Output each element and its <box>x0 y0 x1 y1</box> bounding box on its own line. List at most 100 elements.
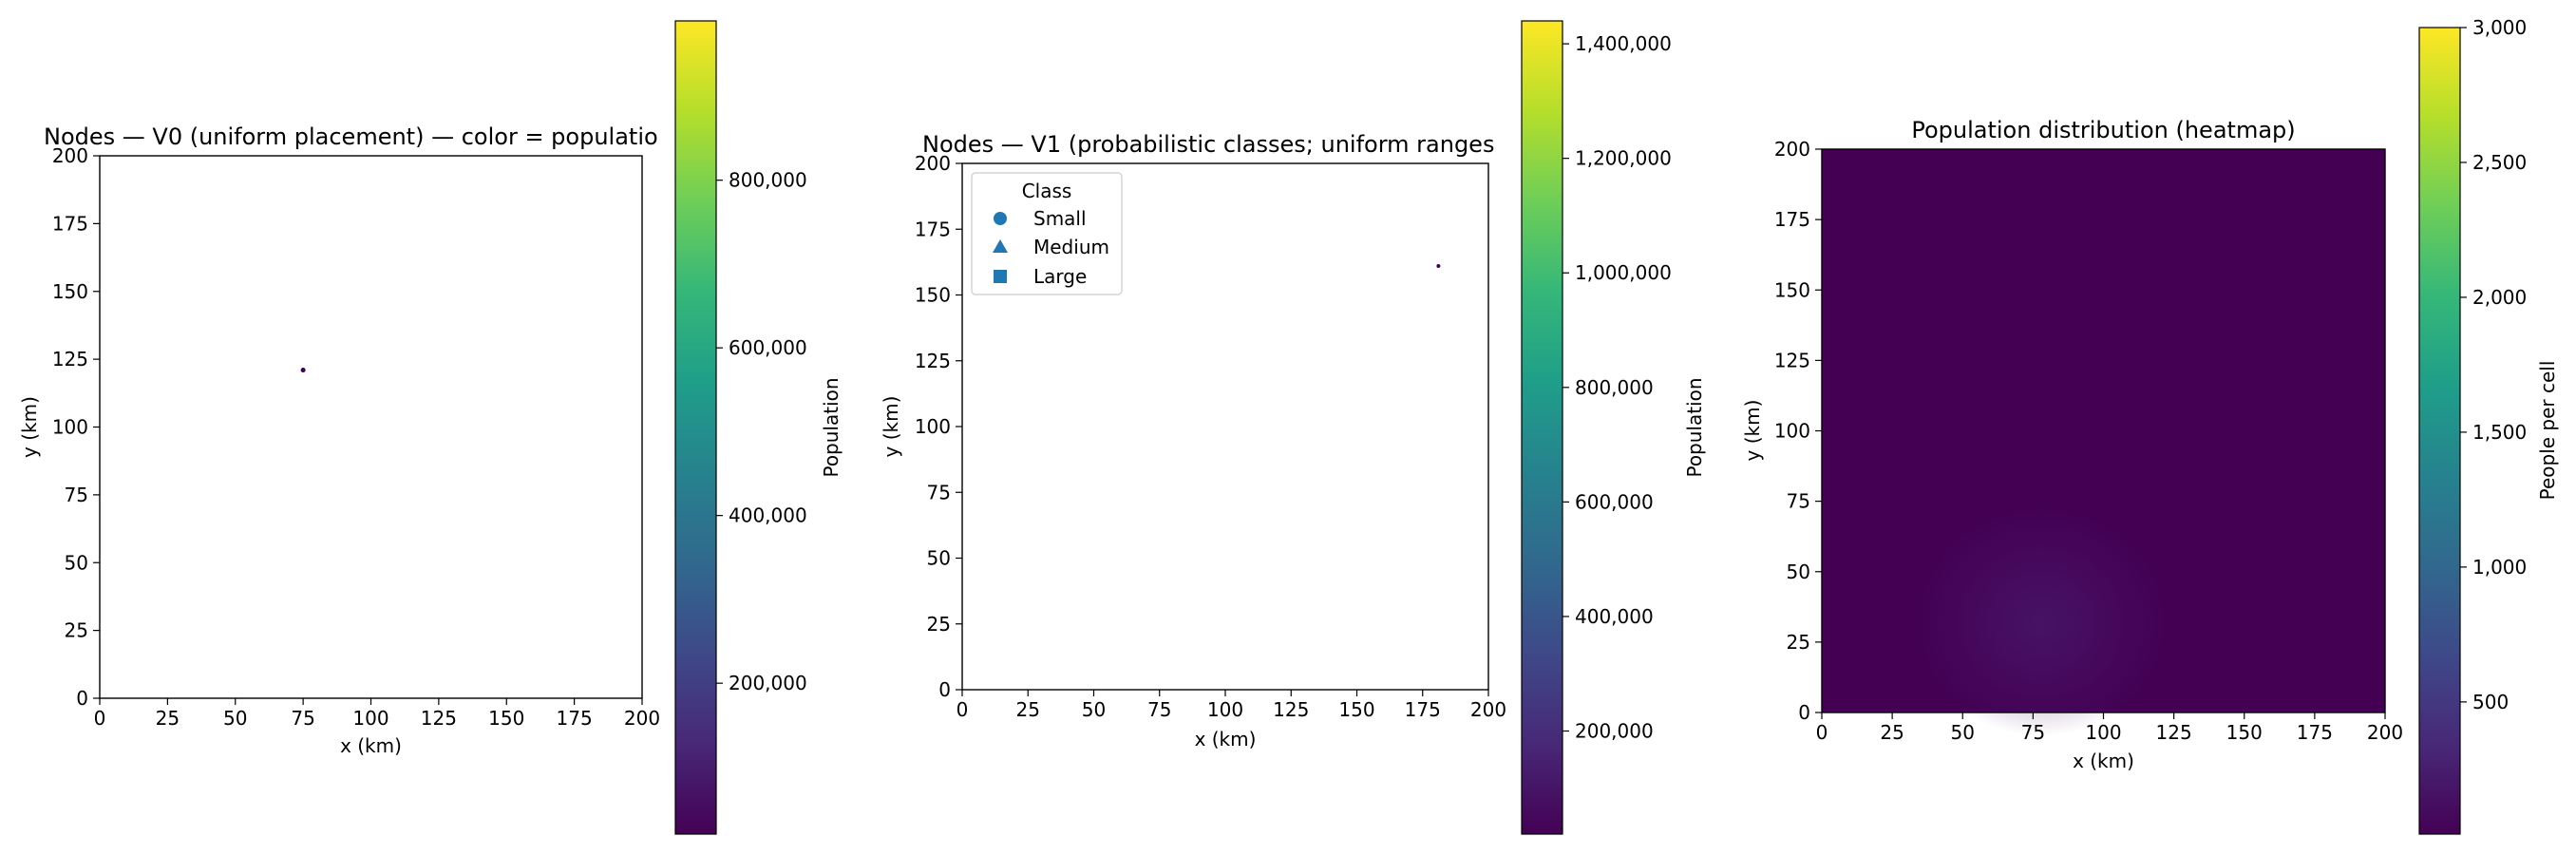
x-axis-label: x (km) <box>2073 750 2134 772</box>
colorbar-tick-label: 400,000 <box>729 504 807 527</box>
x-axis-label: x (km) <box>1195 728 1257 750</box>
y-tick-label: 200 <box>52 144 88 167</box>
x-tick-label: 200 <box>624 707 660 730</box>
colorbar-label: People per cell <box>2536 361 2559 501</box>
x-tick-label: 25 <box>156 707 180 730</box>
x-tick-label: 125 <box>1273 698 1309 721</box>
colorbar-tick-label: 200,000 <box>729 672 807 694</box>
colorbar-tick-label: 600,000 <box>729 336 807 359</box>
x-tick-label: 200 <box>1470 698 1506 721</box>
x-tick-label: 150 <box>2226 721 2263 744</box>
y-axis-label: y (km) <box>1741 400 1764 462</box>
x-tick-label: 75 <box>2021 721 2045 744</box>
legend: Class Small Medium Large <box>971 172 1123 295</box>
x-axis: 0 25 50 75 100 125 150 175 200 <box>957 690 1506 721</box>
x-tick-label: 200 <box>2367 721 2403 744</box>
legend-label-medium: Medium <box>1033 236 1109 258</box>
chart-title: Population distribution (heatmap) <box>1911 117 2295 143</box>
y-tick-label: 150 <box>1774 278 1810 301</box>
colorbar-tick-label: 3,000 <box>2472 16 2527 39</box>
legend-label-large: Large <box>1033 265 1087 288</box>
y-axis: 0 25 50 75 100 125 150 175 200 <box>1774 138 1822 724</box>
colorbar <box>1521 20 1563 835</box>
chart-title: Nodes — V1 (probabilistic classes; unifo… <box>922 131 1494 158</box>
colorbar-tick-label: 1,000,000 <box>1575 261 1672 284</box>
y-tick-label: 175 <box>52 212 88 235</box>
legend-marker-square <box>994 270 1007 283</box>
x-axis-label: x (km) <box>340 734 402 757</box>
x-tick-label: 0 <box>1816 721 1828 744</box>
x-tick-label: 100 <box>352 707 388 730</box>
colorbar-tick-label: 200,000 <box>1575 719 1654 742</box>
colorbar <box>2418 27 2461 835</box>
y-tick-label: 200 <box>915 152 951 175</box>
data-points <box>1436 264 1441 269</box>
colorbar-tick-label: 2,000 <box>2472 286 2527 309</box>
x-tick-label: 75 <box>291 707 314 730</box>
colorbar-tick-label: 800,000 <box>1575 376 1654 399</box>
legend-marker-triangle <box>993 239 1008 253</box>
y-tick-label: 175 <box>915 218 951 240</box>
x-tick-label: 125 <box>421 707 457 730</box>
x-tick-label: 0 <box>957 698 969 721</box>
y-tick-label: 25 <box>927 613 951 636</box>
legend-frame <box>971 172 1123 295</box>
colorbar-tick-label: 1,500 <box>2472 421 2527 444</box>
legend-title: Class <box>1022 180 1072 202</box>
y-tick-label: 50 <box>927 547 951 570</box>
x-tick-label: 125 <box>2156 721 2192 744</box>
colorbar-ticks: 200,000 400,000 600,000 800,000 <box>716 169 807 694</box>
y-tick-label: 75 <box>1787 490 1810 513</box>
y-tick-label: 75 <box>927 481 951 504</box>
y-tick-label: 0 <box>1798 701 1810 724</box>
colorbar-tick-label: 1,200,000 <box>1575 147 1672 170</box>
x-tick-label: 50 <box>1082 698 1106 721</box>
y-tick-label: 150 <box>915 284 951 307</box>
colorbar-tick-label: 1,000 <box>2472 556 2527 579</box>
colorbar-label: Population <box>820 377 843 477</box>
colorbar-ticks: 200,000 400,000 600,000 800,000 1,000,000 1,2… <box>1563 32 1672 742</box>
plot-frame <box>961 162 1489 691</box>
chart-v0-uniform: 0 25 50 75 100 125 150 175 200 0 25 50 75 100 125 150 1… <box>18 20 843 835</box>
x-tick-label: 50 <box>223 707 247 730</box>
y-tick-label: 0 <box>76 687 88 710</box>
heatmap-hotspot <box>1918 508 2166 737</box>
colorbar-label: Population <box>1683 377 1706 477</box>
colorbar-tick-label: 2,500 <box>2472 151 2527 174</box>
y-tick-label: 100 <box>915 415 951 438</box>
x-tick-label: 150 <box>1338 698 1374 721</box>
colorbar-ticks: 500 1,000 1,500 2,000 2,500 3,000 <box>2460 16 2527 713</box>
y-axis: 0 25 50 75 100 125 150 175 200 <box>52 144 100 710</box>
x-tick-label: 175 <box>1405 698 1441 721</box>
colorbar-tick-label: 800,000 <box>729 169 807 192</box>
x-axis: 0 25 50 75 100 125 150 175 200 <box>1816 712 2403 744</box>
colorbar-tick-label: 1,400,000 <box>1575 32 1672 55</box>
x-tick-label: 150 <box>488 707 524 730</box>
x-tick-label: 75 <box>1147 698 1171 721</box>
y-tick-label: 100 <box>1774 420 1810 443</box>
plot-area <box>100 156 642 698</box>
plot-frame <box>1821 148 2386 713</box>
x-tick-label: 50 <box>1951 721 1975 744</box>
y-axis: 0 25 50 75 100 125 150 175 200 <box>915 152 962 701</box>
legend-marker-circle <box>994 212 1007 225</box>
y-tick-label: 175 <box>1774 208 1810 231</box>
y-tick-label: 75 <box>65 484 88 506</box>
x-tick-label: 100 <box>1207 698 1243 721</box>
x-tick-label: 0 <box>94 707 106 730</box>
y-tick-label: 125 <box>52 348 88 370</box>
x-tick-label: 25 <box>1880 721 1904 744</box>
data-points <box>300 368 306 373</box>
y-axis-label: y (km) <box>18 396 41 458</box>
colorbar-tick-label: 600,000 <box>1575 490 1654 513</box>
y-tick-label: 50 <box>1787 560 1810 583</box>
y-tick-label: 125 <box>915 350 951 372</box>
legend-label-small: Small <box>1033 207 1087 230</box>
chart-v1-probabilistic: 0 25 50 75 100 125 150 175 200 0 25 50 75 100 125 150 1… <box>880 20 1706 835</box>
colorbar-tick-label: 500 <box>2472 691 2509 713</box>
y-tick-label: 25 <box>1787 631 1810 654</box>
chart-title: Nodes — V0 (uniform placement) — color =… <box>44 124 658 150</box>
colorbar-tick-label: 400,000 <box>1575 605 1654 628</box>
x-tick-label: 175 <box>557 707 593 730</box>
